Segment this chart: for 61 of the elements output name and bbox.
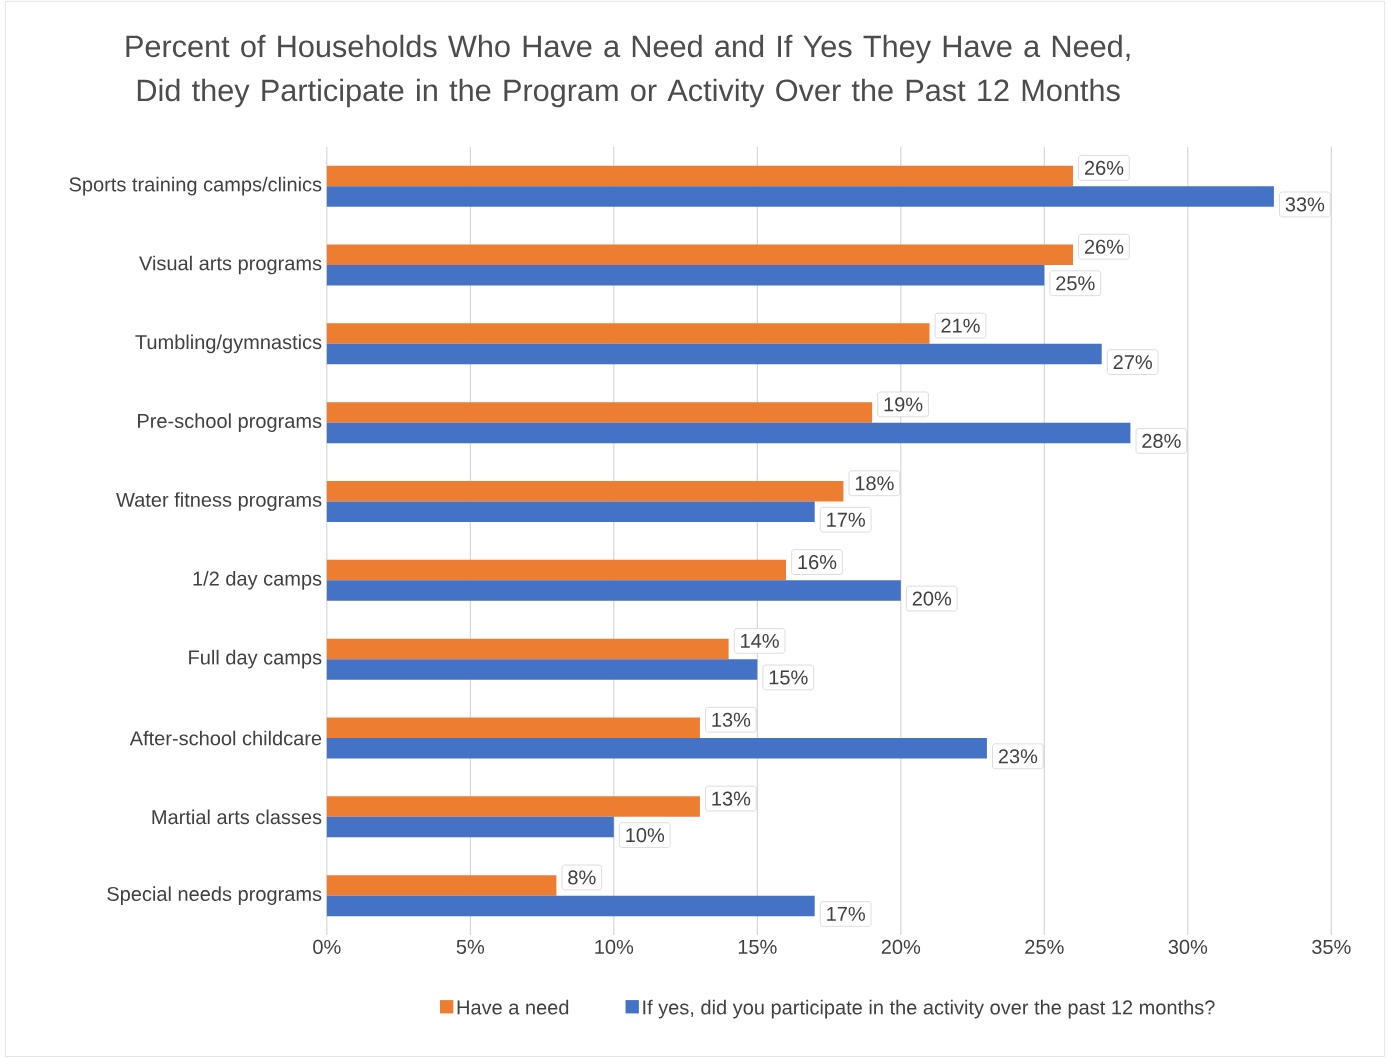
bar <box>326 875 557 896</box>
bar <box>326 895 815 917</box>
y-tick-label: Full day camps <box>189 649 322 669</box>
bar <box>326 343 1102 365</box>
data-label: 17% <box>827 907 865 922</box>
data-label: 19% <box>884 397 923 412</box>
bar <box>326 796 700 817</box>
bar <box>326 323 930 344</box>
bar <box>326 165 1074 187</box>
y-tick-label: Pre-school programs <box>138 413 322 433</box>
chart-title: Percent of Households Who Have a Need and If Yes They Have a Need, Did they Participate in the Program or Activity Over the Past 12 Months <box>126 34 1130 108</box>
data-label: 33% <box>1285 197 1325 212</box>
data-label: 27% <box>1113 355 1152 370</box>
y-tick-label: 1/2 day camps <box>193 571 322 590</box>
x-tick-label: 10% <box>595 939 634 955</box>
bar <box>326 265 1045 286</box>
y-tick-label: Special needs programs <box>107 886 322 906</box>
data-label: 10% <box>626 828 665 843</box>
y-tick-label: Water fitness programs <box>116 492 322 511</box>
bar <box>326 481 844 502</box>
y-tick-label: Martial arts classes <box>152 809 322 825</box>
x-tick-label: 30% <box>1168 939 1208 955</box>
data-label: 26% <box>1084 160 1124 176</box>
y-tick-label: Visual arts programs <box>139 255 322 275</box>
x-tick-label: 5% <box>456 939 485 954</box>
bar <box>326 422 1131 444</box>
bar <box>326 501 815 523</box>
data-label: 13% <box>712 712 751 727</box>
data-label: 25% <box>1056 276 1095 291</box>
y-tick-label: After-school childcare <box>129 730 322 746</box>
bar <box>326 186 1274 207</box>
bar <box>326 738 987 759</box>
x-tick-label: 20% <box>881 939 921 955</box>
data-label: 8% <box>568 870 596 885</box>
data-label: 23% <box>998 749 1038 764</box>
bar <box>326 580 901 601</box>
data-label: 16% <box>798 555 837 570</box>
bar <box>326 816 614 838</box>
data-label: 18% <box>855 476 894 491</box>
x-tick-label: 0% <box>313 939 341 955</box>
data-label: 14% <box>741 634 779 649</box>
bar <box>326 638 729 660</box>
data-label: 15% <box>769 670 808 685</box>
data-label: 28% <box>1142 433 1181 449</box>
data-label: 17% <box>827 512 865 527</box>
bar <box>326 244 1074 266</box>
data-label: 26% <box>1084 239 1124 254</box>
data-label: 13% <box>712 791 751 806</box>
y-tick-label: Sports training camps/clinics <box>69 176 322 196</box>
legend-label: If yes, did you participate in the activity over the past 12 months? <box>643 999 1215 1019</box>
bar <box>326 559 787 581</box>
x-tick-label: 25% <box>1025 939 1064 955</box>
legend-label: Have a need <box>457 999 569 1015</box>
bar <box>326 659 758 680</box>
x-tick-label: 15% <box>738 939 777 954</box>
x-tick-label: 35% <box>1312 939 1351 955</box>
data-label: 21% <box>941 318 980 333</box>
bar <box>326 717 700 739</box>
data-label: 20% <box>912 591 952 606</box>
y-tick-label: Tumbling/gymnastics <box>135 334 322 354</box>
bar <box>326 402 873 423</box>
